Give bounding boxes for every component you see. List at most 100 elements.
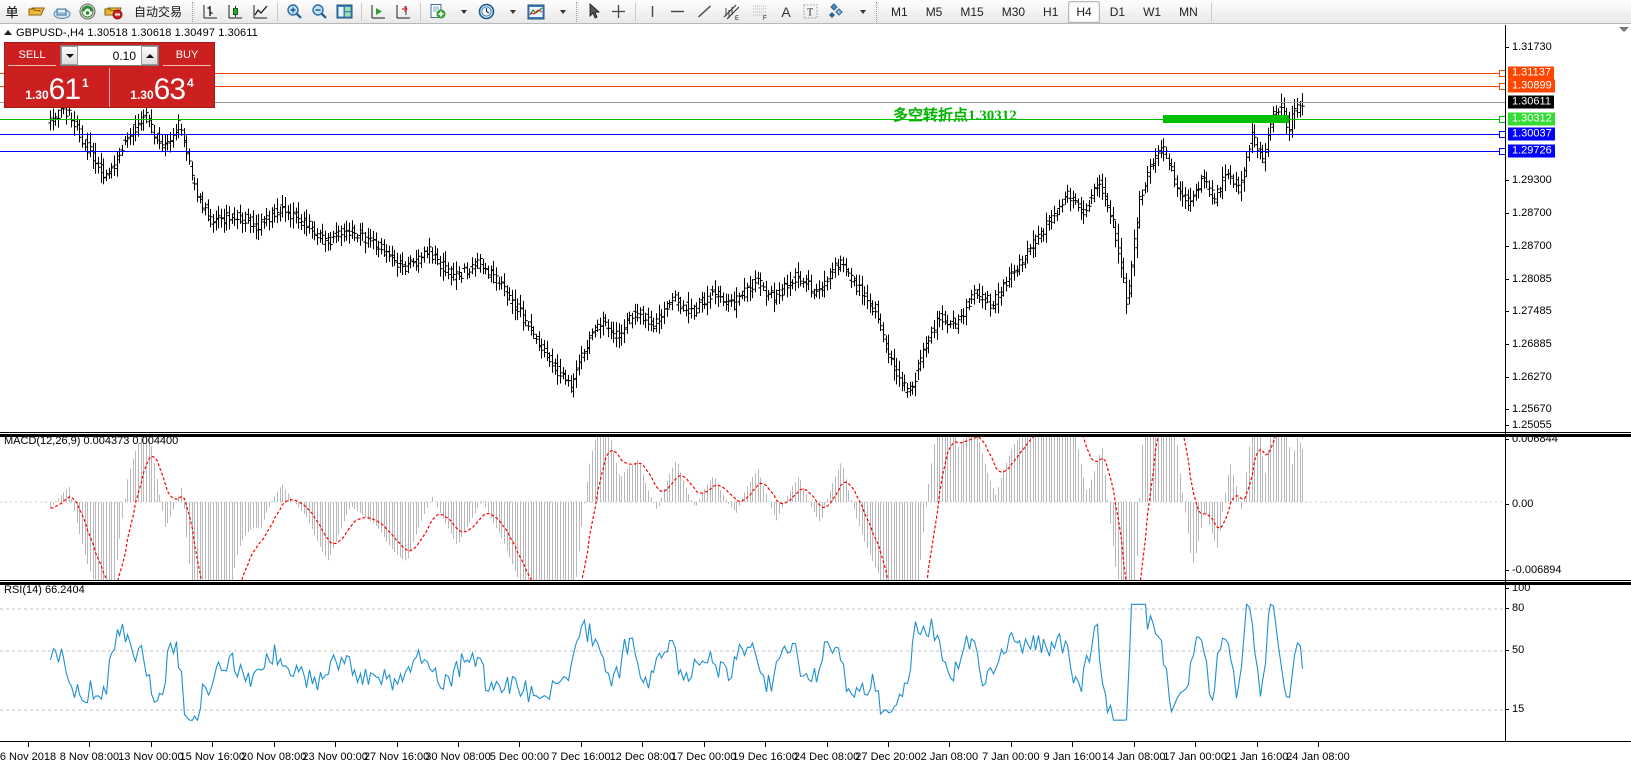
templates-icon[interactable]	[524, 1, 548, 23]
text-label-icon[interactable]: A	[781, 3, 791, 20]
one-click-trading-panel[interactable]: SELL 0.10 BUY 1.30 61 1 1.30 63 4	[4, 42, 215, 108]
resistance-level-line-1[interactable]	[0, 73, 1505, 74]
pane-separator-macd-rsi[interactable]	[0, 580, 1631, 583]
buy-button[interactable]: BUY	[163, 45, 211, 66]
zoom-out-icon[interactable]	[308, 1, 331, 23]
buy-price-display[interactable]: 1.30 63 4	[109, 68, 214, 107]
price-axis-line	[1505, 25, 1506, 741]
svg-text:E: E	[735, 16, 739, 21]
price-chart-svg	[48, 93, 1305, 398]
price-tick-1: 1.29300	[1512, 174, 1552, 186]
zoom-in-icon[interactable]	[283, 1, 306, 23]
timeframe-w1[interactable]: W1	[1143, 4, 1162, 19]
signal-icon[interactable]	[76, 1, 99, 23]
period-dropdown-arrow[interactable]	[500, 1, 522, 23]
pivot-price-tag[interactable]: 1.30312	[1508, 112, 1555, 126]
collapse-triangle-icon[interactable]	[4, 30, 12, 35]
period-clock-icon[interactable]	[475, 1, 498, 23]
resistance-tag-1[interactable]: 1.31137	[1508, 66, 1554, 80]
equidistant-channel-icon[interactable]: E	[719, 1, 745, 23]
timeframe-m30[interactable]: M30	[1001, 4, 1026, 19]
vertical-line-icon[interactable]	[641, 1, 663, 23]
auto-scroll-icon[interactable]	[367, 1, 390, 23]
candlestick-chart-icon[interactable]	[224, 1, 247, 23]
timeframe-m15[interactable]: M15	[960, 4, 984, 19]
support-tag-1[interactable]: 1.30037	[1508, 127, 1555, 141]
time-axis-label: 14 Jan 08:00	[1101, 751, 1166, 763]
time-axis-label: 17 Dec 00:00	[670, 751, 737, 763]
timeframe-m1[interactable]: M1	[891, 4, 908, 19]
macd-tick-low: -0.006894	[1512, 564, 1562, 576]
timeframe-d1[interactable]: D1	[1109, 4, 1126, 19]
chart-shift-icon[interactable]	[392, 1, 415, 23]
time-axis-tick	[458, 742, 459, 747]
expert-advisor-icon[interactable]	[101, 1, 126, 23]
time-axis-label: 6 Nov 2018	[0, 751, 57, 763]
tile-windows-icon[interactable]	[333, 1, 356, 23]
rsi-pane[interactable]	[0, 583, 1631, 741]
arrow-cursor-icon[interactable]	[583, 1, 605, 23]
resistance-level-line-2[interactable]	[0, 86, 1505, 87]
trend-line-icon[interactable]	[692, 1, 717, 23]
objects-dropdown-arrow[interactable]	[850, 1, 872, 23]
crosshair-icon[interactable]	[607, 1, 630, 23]
new-chart-dropdown-arrow[interactable]	[451, 1, 473, 23]
time-axis-tick	[273, 742, 275, 747]
pane-separator-main-macd[interactable]	[0, 432, 1631, 435]
volume-decrease-button[interactable]	[61, 46, 78, 65]
price-axis[interactable]: 1.31730 1.29300 1.28700 1.28700 1.28085 …	[1505, 25, 1631, 741]
cloud-icon[interactable]	[50, 1, 74, 23]
volume-increase-button[interactable]	[141, 46, 158, 65]
time-axis-label: 21 Jan 16:00	[1224, 751, 1289, 763]
new-chart-icon[interactable]	[426, 1, 449, 23]
toolbar-partial-label: 单	[5, 5, 19, 20]
support-tag-2[interactable]: 1.29726	[1508, 144, 1555, 158]
fibonacci-icon[interactable]: F	[747, 1, 773, 23]
macd-pane[interactable]	[0, 435, 1631, 580]
volume-stepper[interactable]: 0.10	[60, 45, 159, 66]
line-chart-icon[interactable]	[249, 1, 272, 23]
time-axis-tick	[1318, 742, 1319, 747]
price-tick-4: 1.28085	[1512, 273, 1552, 285]
support-level-line-1[interactable]	[0, 134, 1505, 135]
time-axis-label: 30 Nov 08:00	[425, 751, 491, 763]
time-axis-tick	[1133, 742, 1135, 747]
macd-tick-high: 0.006844	[1512, 433, 1558, 445]
timeframe-h4[interactable]: H4	[1068, 0, 1100, 23]
templates-dropdown-arrow[interactable]	[550, 1, 572, 23]
autotrading-button[interactable]: 自动交易	[128, 1, 188, 23]
volume-input[interactable]: 0.10	[112, 48, 136, 63]
text-box-icon[interactable]: T	[799, 1, 822, 23]
chart-scroll-indicator[interactable]	[1619, 27, 1629, 32]
time-axis-tick	[580, 742, 582, 747]
bar-chart-icon[interactable]	[199, 1, 222, 23]
toolbar-divider-2	[361, 2, 363, 21]
pivot-annotation-text[interactable]: 多空转折点1.30312	[893, 108, 1017, 124]
toolbar-separator-2	[576, 1, 580, 22]
time-axis-label: 20 Nov 08:00	[240, 751, 307, 763]
sell-button[interactable]: SELL	[8, 45, 56, 66]
objects-icon[interactable]	[824, 1, 848, 23]
timeframe-m5[interactable]: M5	[925, 4, 943, 19]
highlight-rectangle[interactable]	[1163, 115, 1289, 123]
price-chart-pane[interactable]: 多空转折点1.30312	[0, 41, 1631, 433]
time-axis[interactable]: 6 Nov 2018 8 Nov 08:00 13 Nov 00:00 15 Nov …	[0, 741, 1631, 767]
macd-chart-svg	[0, 437, 1505, 580]
pivot-level-line[interactable]	[0, 119, 1505, 120]
buy-price-prefix: 1.30	[130, 88, 154, 102]
horizontal-line-icon[interactable]	[665, 1, 690, 23]
toolbar-divider-4	[635, 2, 637, 21]
price-tick-9: 1.25055	[1512, 419, 1552, 431]
trade-panel-top-row: SELL 0.10 BUY	[5, 43, 214, 68]
support-level-line-2[interactable]	[0, 151, 1505, 152]
macd-tick-zero: 0.00	[1512, 498, 1534, 510]
sell-price-display[interactable]: 1.30 61 1	[5, 68, 109, 107]
sell-price-fraction: 1	[82, 76, 89, 90]
folder-icon[interactable]	[25, 1, 48, 23]
macd-indicator-label: MACD(12,26,9) 0.004373 0.004400	[4, 435, 179, 447]
last-price-line	[0, 102, 1505, 103]
timeframe-h1[interactable]: H1	[1043, 4, 1059, 19]
main-toolbar: 单	[0, 0, 1631, 24]
timeframe-mn[interactable]: MN	[1179, 4, 1198, 19]
resistance-tag-2[interactable]: 1.30899	[1508, 79, 1555, 93]
